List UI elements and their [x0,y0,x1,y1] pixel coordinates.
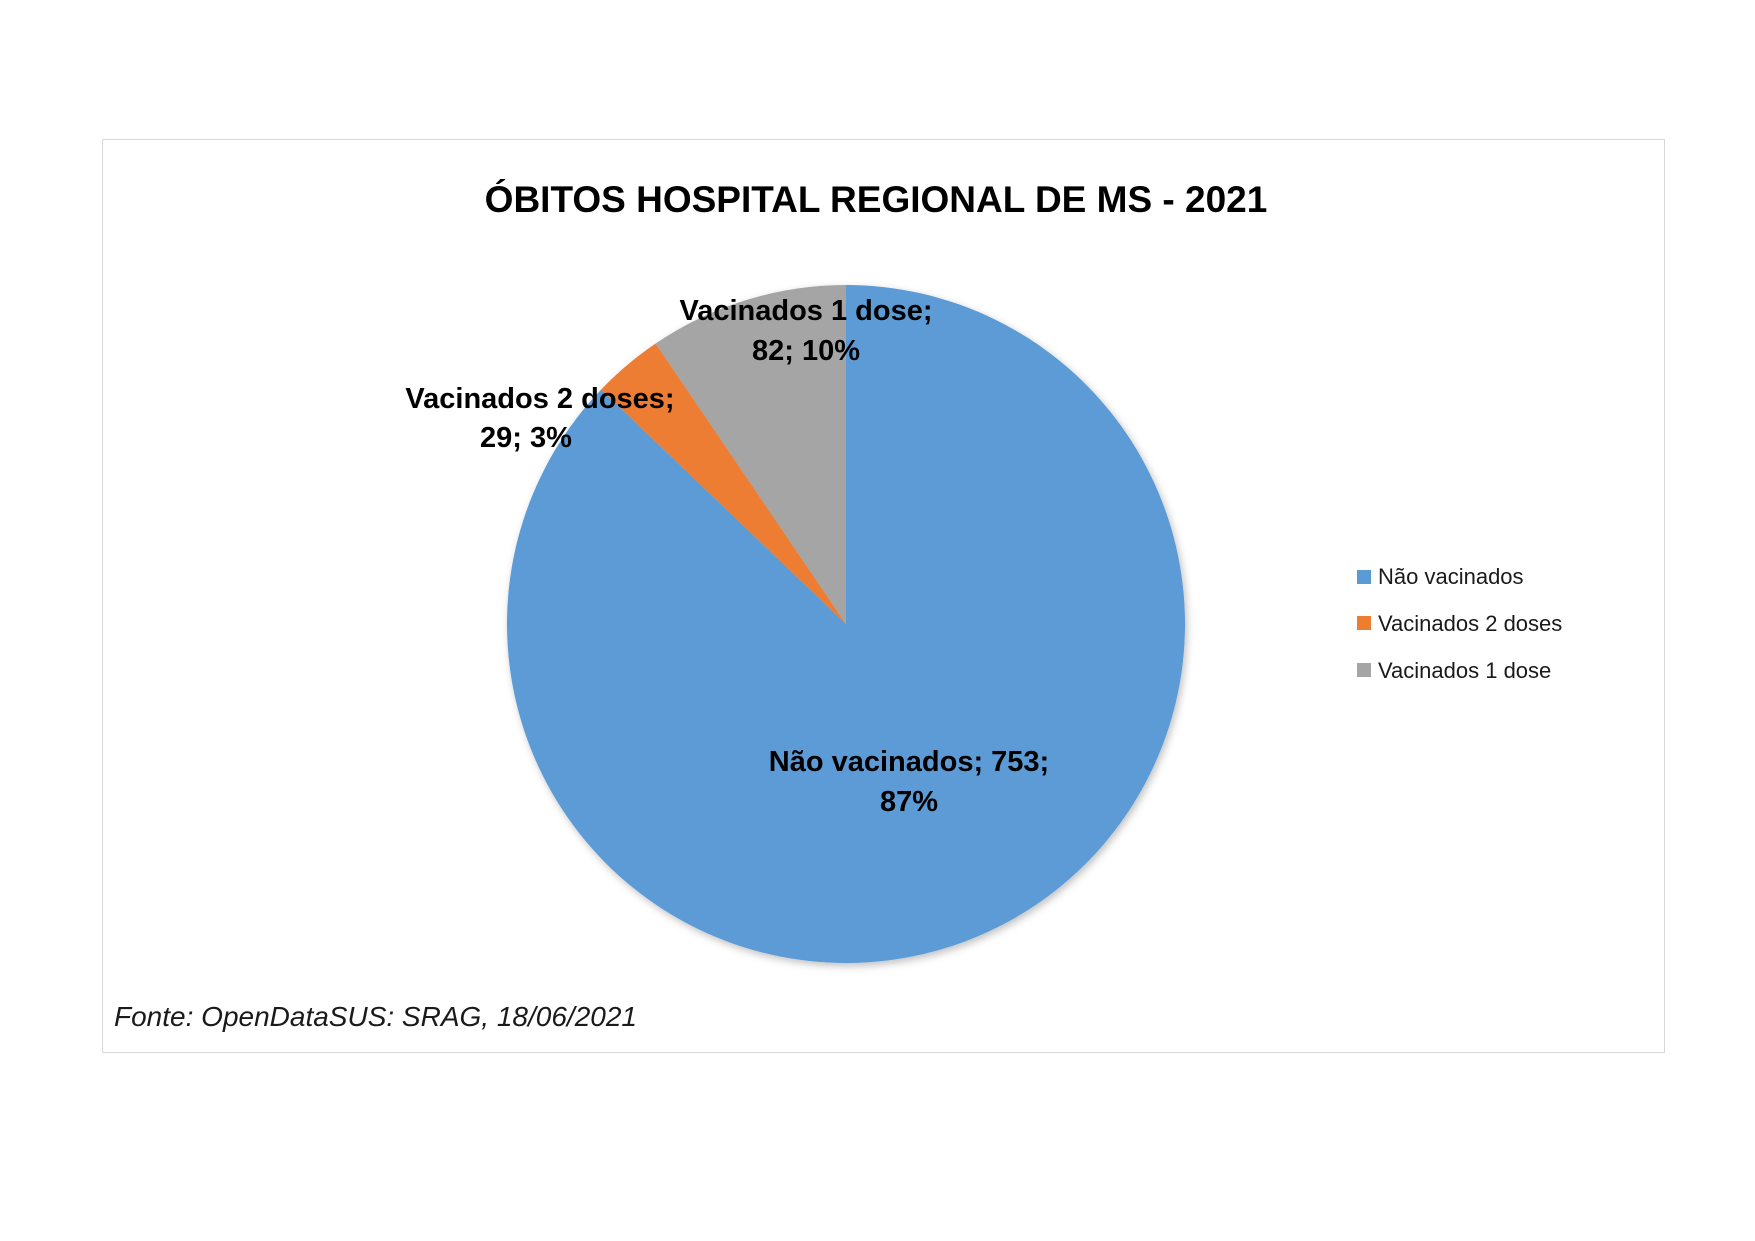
data-label-nao-vacinados: Não vacinados; 753; 87% [769,746,1049,818]
data-label-vacinados-1-dose-line2: 82; 10% [752,335,860,367]
legend-swatch-vacinados-2-doses [1357,616,1371,630]
legend-item-nao-vacinados: Não vacinados [1357,564,1524,589]
data-label-vacinados-2-doses-line1: Vacinados 2 doses; [405,383,674,415]
legend-item-vacinados-1-dose: Vacinados 1 dose [1357,658,1551,683]
legend-swatch-vacinados-1-dose [1357,663,1371,677]
data-label-vacinados-2-doses: Vacinados 2 doses; 29; 3% [405,383,674,454]
legend-label-vacinados-2-doses: Vacinados 2 doses [1378,611,1562,636]
legend-label-vacinados-1-dose: Vacinados 1 dose [1378,658,1551,683]
pie-slice-vacinados-1-dose [655,285,846,624]
legend-label-nao-vacinados: Não vacinados [1378,564,1524,589]
source-note: Fonte: OpenDataSUS: SRAG, 18/06/2021 [114,1001,637,1032]
data-label-nao-vacinados-line1: Não vacinados; 753; [769,746,1049,778]
legend-item-vacinados-2-doses: Vacinados 2 doses [1357,611,1562,636]
legend-swatch-nao-vacinados [1357,570,1371,584]
data-label-nao-vacinados-line2: 87% [880,786,938,818]
pie-slices [507,285,1185,963]
data-label-vacinados-2-doses-line2: 29; 3% [480,422,572,454]
data-label-vacinados-1-dose-line1: Vacinados 1 dose; [679,295,932,327]
legend: Não vacinados Vacinados 2 doses Vacinado… [1357,564,1562,683]
pie-slice-vacinados-2-doses [601,343,846,624]
chart-title: ÓBITOS HOSPITAL REGIONAL DE MS - 2021 [485,178,1268,220]
data-label-vacinados-1-dose: Vacinados 1 dose; 82; 10% [679,295,932,367]
